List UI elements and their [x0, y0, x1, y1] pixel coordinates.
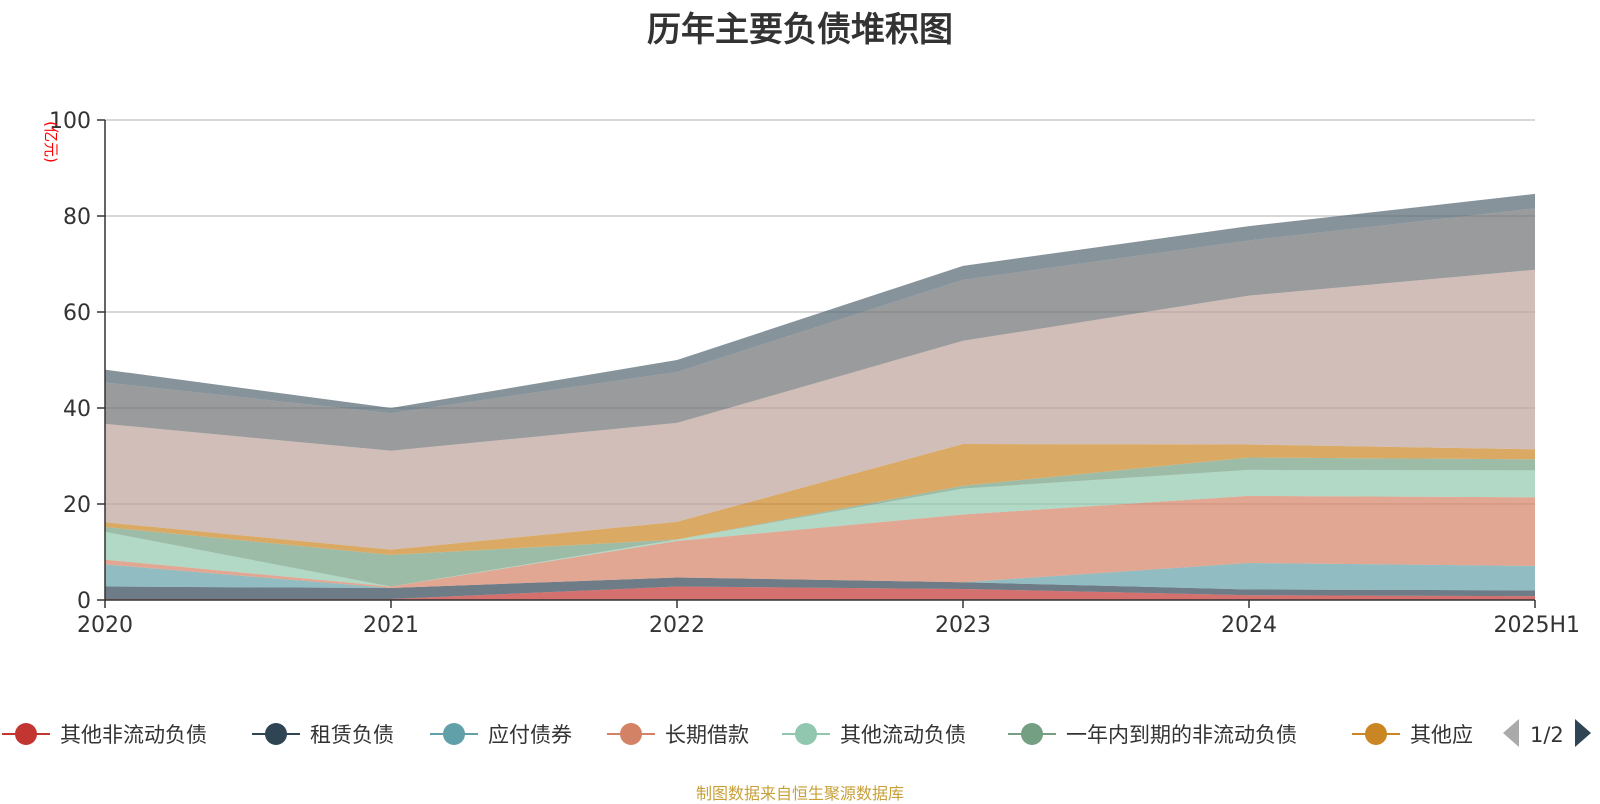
legend-item[interactable]: 其他非流动负债 — [0, 716, 207, 752]
axes: 0 20 40 60 80 100 2020 2021 2022 2023 2024 2025H1 — [49, 109, 1580, 638]
x-tick-label: 2024 — [1221, 613, 1277, 638]
y-tick-label: 60 — [63, 301, 91, 326]
legend-page-indicator: 1/2 — [1530, 723, 1564, 747]
x-tick-label: 2020 — [77, 613, 133, 638]
chart-title: 历年主要负债堆积图 — [647, 10, 953, 50]
legend-marker-icon — [782, 723, 830, 745]
area-series — [105, 577, 1535, 600]
triangle-left-icon[interactable] — [1502, 718, 1520, 752]
area-series — [105, 586, 1535, 600]
legend-marker-icon — [430, 723, 478, 745]
source-note: 制图数据来自恒生聚源数据库 — [695, 784, 904, 803]
legend-label: 其他非流动负债 — [60, 723, 207, 747]
area-series — [105, 444, 1535, 555]
legend-item[interactable]: 其他应 — [1350, 716, 1473, 752]
y-axis-unit-label: (亿元) — [42, 121, 60, 163]
legend-label: 其他应 — [1410, 723, 1473, 747]
y-tick-label: 40 — [63, 397, 91, 422]
legend-label: 长期借款 — [665, 723, 749, 747]
legend-pager: 1/2 — [1502, 718, 1592, 752]
x-tick-label: 2025H1 — [1493, 613, 1580, 638]
legend-item[interactable]: 其他流动负债 — [780, 716, 966, 752]
area-series — [105, 193, 1535, 414]
area-series — [105, 208, 1535, 451]
legend-marker-icon — [1352, 723, 1400, 745]
triangle-right-icon[interactable] — [1574, 718, 1592, 752]
x-tick-label: 2021 — [363, 613, 419, 638]
legend-marker-icon — [2, 723, 50, 745]
legend-label: 应付债券 — [488, 723, 572, 747]
area-series — [105, 457, 1535, 587]
legend-item[interactable]: 应付债券 — [428, 716, 572, 752]
x-tick-label: 2022 — [649, 613, 705, 638]
legend-label: 租赁负债 — [310, 723, 394, 747]
legend: 其他非流动负债 租赁负债 应付债券 长期借款 其他流动负债 一年内到期的非流动负债 其他应 — [0, 716, 1600, 752]
x-tick-label: 2023 — [935, 613, 991, 638]
y-tick-label: 100 — [49, 109, 91, 134]
area-series — [105, 563, 1535, 591]
area-series — [105, 495, 1535, 588]
y-tick-label: 80 — [63, 205, 91, 230]
legend-label: 其他流动负债 — [840, 723, 966, 747]
legend-item[interactable]: 租赁负债 — [250, 716, 394, 752]
legend-marker-icon — [1008, 723, 1056, 745]
area-series — [105, 269, 1535, 550]
legend-marker-icon — [607, 723, 655, 745]
area-series — [105, 469, 1535, 587]
y-tick-label: 20 — [63, 493, 91, 518]
legend-item[interactable]: 一年内到期的非流动负债 — [1006, 716, 1297, 752]
legend-label: 一年内到期的非流动负债 — [1066, 723, 1297, 747]
area-series-group — [105, 193, 1535, 600]
legend-marker-icon — [252, 723, 300, 745]
legend-item[interactable]: 长期借款 — [605, 716, 749, 752]
y-tick-label: 0 — [77, 589, 91, 614]
